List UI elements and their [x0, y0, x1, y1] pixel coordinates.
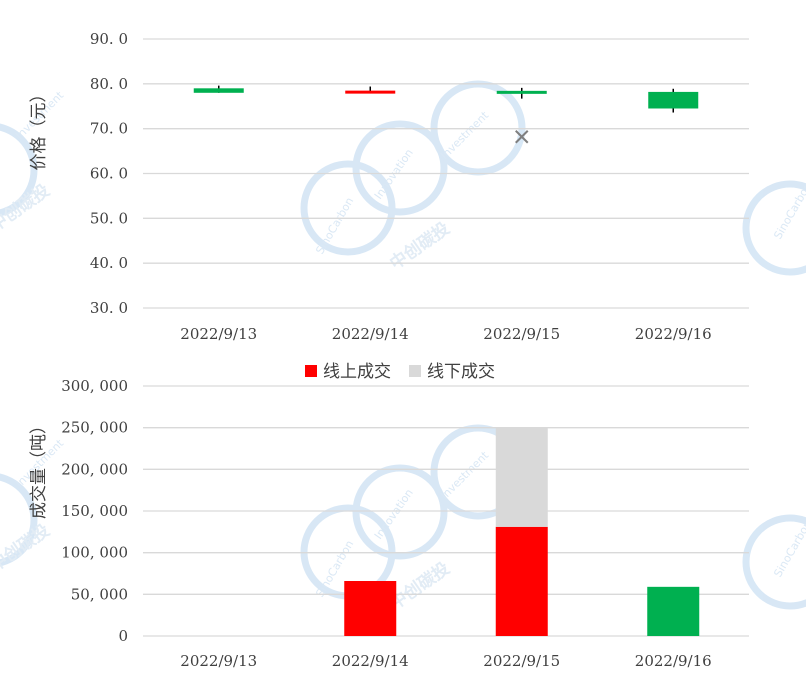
volume-y-tick: 100, 000 [61, 544, 128, 562]
x-marker [515, 130, 529, 144]
volume-y-tick: 200, 000 [61, 460, 128, 478]
volume-x-tick-labels: 2022/9/13 2022/9/14 2022/9/15 2022/9/16 [180, 652, 711, 670]
legend-swatch-online [305, 365, 317, 377]
watermark-text: Investment [438, 448, 492, 502]
candle-body [496, 90, 547, 94]
legend-swatch-offline [409, 365, 421, 377]
price-x-tick: 2022/9/14 [332, 325, 409, 343]
bar-online [344, 581, 397, 636]
price-y-tick: 50. 0 [90, 209, 128, 227]
legend-label-online: 线上成交 [323, 362, 391, 382]
price-y-tick: 60. 0 [90, 165, 128, 183]
price-y-axis-title: 价格（元） [29, 86, 49, 171]
watermark-ring [742, 514, 806, 610]
candle [648, 88, 699, 113]
candle [193, 85, 244, 93]
price-y-tick: 90. 0 [90, 30, 128, 48]
watermark-ring [742, 180, 806, 276]
price-x-tick: 2022/9/15 [483, 325, 560, 343]
price-chart: 30. 0 40. 0 50. 0 60. 0 70. 0 80. 0 90. 0 2022… [29, 30, 749, 343]
volume-chart: 0 50, 000 100, 000 150, 000 200, 000 250, 000… [29, 362, 749, 670]
candle [496, 87, 547, 99]
price-y-tick-labels: 30. 0 40. 0 50. 0 60. 0 70. 0 80. 0 90. 0 [90, 30, 128, 317]
volume-bars [344, 427, 700, 636]
price-x-tick: 2022/9/16 [635, 325, 712, 343]
watermark-ring [0, 473, 38, 567]
candle-body [345, 90, 396, 94]
price-y-tick: 30. 0 [90, 299, 128, 317]
bar-online [647, 586, 700, 636]
price-candles [193, 85, 699, 113]
watermark-text: SinoCarbon [771, 518, 806, 579]
watermark: SinoCarbonInnovationInvestmentSinoCarbon… [0, 80, 806, 614]
watermark-text: Innovation [372, 487, 416, 542]
price-y-tick: 80. 0 [90, 75, 128, 93]
candle-body [193, 88, 244, 93]
price-x-tick: 2022/9/13 [180, 325, 257, 343]
volume-y-tick: 50, 000 [71, 585, 128, 603]
watermark-cn-text: 中创碳投 [386, 218, 454, 274]
watermark-ring [352, 120, 448, 216]
volume-y-tick-labels: 0 50, 000 100, 000 150, 000 200, 000 250, 000… [61, 377, 128, 645]
watermark-ring [0, 123, 38, 217]
price-y-tick: 40. 0 [90, 254, 128, 272]
volume-x-tick: 2022/9/13 [180, 652, 257, 670]
volume-y-tick: 300, 000 [61, 377, 128, 395]
volume-x-tick: 2022/9/15 [483, 652, 560, 670]
volume-y-tick: 150, 000 [61, 502, 128, 520]
price-y-tick: 70. 0 [90, 120, 128, 138]
volume-x-tick: 2022/9/14 [332, 652, 409, 670]
candle [345, 86, 396, 94]
price-gridlines [143, 38, 749, 309]
watermark-text: Investment [438, 108, 492, 162]
price-x-tick-labels: 2022/9/13 2022/9/14 2022/9/15 2022/9/16 [180, 325, 711, 343]
volume-legend: 线上成交 线下成交 [305, 362, 495, 382]
bar-online [495, 526, 548, 636]
legend-label-offline: 线下成交 [427, 362, 495, 382]
price-markers [515, 130, 529, 144]
volume-y-axis-title: 成交量（吨） [29, 417, 49, 519]
watermark-ring [352, 464, 448, 560]
volume-y-tick: 250, 000 [61, 419, 128, 437]
volume-y-tick: 0 [118, 627, 128, 645]
bar-offline [495, 427, 548, 527]
volume-x-tick: 2022/9/16 [635, 652, 712, 670]
candle-body [648, 91, 699, 109]
watermark-cn-text: 中创碳投 [0, 520, 54, 576]
